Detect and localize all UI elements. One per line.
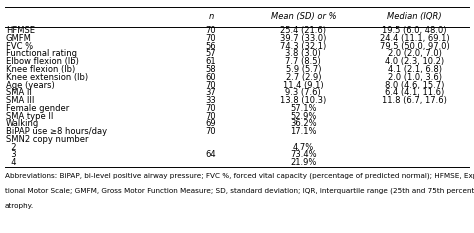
Text: Female gender: Female gender (6, 104, 69, 113)
Text: 57: 57 (206, 49, 216, 58)
Text: 70: 70 (206, 26, 216, 35)
Text: 73.4%: 73.4% (290, 151, 317, 159)
Text: 25.4 (21.6): 25.4 (21.6) (280, 26, 327, 35)
Text: 58: 58 (206, 65, 216, 74)
Text: 5.9 (5.7): 5.9 (5.7) (286, 65, 321, 74)
Text: 37: 37 (206, 88, 216, 97)
Text: Mean (SD) or %: Mean (SD) or % (271, 12, 336, 21)
Text: 2.0 (1.0, 3.6): 2.0 (1.0, 3.6) (388, 73, 442, 82)
Text: 4.1 (2.1, 6.8): 4.1 (2.1, 6.8) (388, 65, 442, 74)
Text: 24.4 (11.1, 69.1): 24.4 (11.1, 69.1) (380, 34, 449, 43)
Text: 2.7 (2.9): 2.7 (2.9) (286, 73, 321, 82)
Text: 17.1%: 17.1% (290, 127, 317, 136)
Text: 79.5 (50.0, 97.0): 79.5 (50.0, 97.0) (380, 42, 450, 51)
Text: SMA III: SMA III (6, 96, 34, 105)
Text: 11.8 (6.7, 17.6): 11.8 (6.7, 17.6) (383, 96, 447, 105)
Text: HFMSE: HFMSE (6, 26, 35, 35)
Text: 3: 3 (6, 151, 16, 159)
Text: 2.0 (2.0, 7.0): 2.0 (2.0, 7.0) (388, 49, 442, 58)
Text: 33: 33 (206, 96, 216, 105)
Text: 64: 64 (206, 151, 216, 159)
Text: 11.4 (9.1): 11.4 (9.1) (283, 81, 324, 89)
Text: 3.8 (3.0): 3.8 (3.0) (285, 49, 321, 58)
Text: 21.9%: 21.9% (290, 158, 317, 167)
Text: 70: 70 (206, 104, 216, 113)
Text: 6.4 (4.1, 11.6): 6.4 (4.1, 11.6) (385, 88, 444, 97)
Text: n: n (208, 12, 214, 21)
Text: 8.0 (4.6, 15.7): 8.0 (4.6, 15.7) (385, 81, 445, 89)
Text: 69: 69 (206, 119, 216, 128)
Text: 70: 70 (206, 112, 216, 121)
Text: SMA type II: SMA type II (6, 112, 53, 121)
Text: FVC %: FVC % (6, 42, 33, 51)
Text: 13.8 (10.3): 13.8 (10.3) (280, 96, 327, 105)
Text: 4.0 (2.3, 10.2): 4.0 (2.3, 10.2) (385, 57, 444, 66)
Text: 4: 4 (6, 158, 16, 167)
Text: Elbow flexion (lb): Elbow flexion (lb) (6, 57, 79, 66)
Text: 61: 61 (206, 57, 216, 66)
Text: 57.1%: 57.1% (290, 104, 317, 113)
Text: 70: 70 (206, 81, 216, 89)
Text: 19.5 (6.0, 48.0): 19.5 (6.0, 48.0) (383, 26, 447, 35)
Text: Median (IQR): Median (IQR) (387, 12, 442, 21)
Text: 60: 60 (206, 73, 216, 82)
Text: atrophy.: atrophy. (5, 203, 34, 209)
Text: Abbreviations: BiPAP, bi-level positive airway pressure; FVC %, forced vital cap: Abbreviations: BiPAP, bi-level positive … (5, 172, 474, 179)
Text: 74.3 (32.1): 74.3 (32.1) (280, 42, 327, 51)
Text: tional Motor Scale; GMFM, Gross Motor Function Measure; SD, standard deviation; : tional Motor Scale; GMFM, Gross Motor Fu… (5, 188, 474, 194)
Text: SMA II: SMA II (6, 88, 32, 97)
Text: Functional rating: Functional rating (6, 49, 77, 58)
Text: SMN2 copy number: SMN2 copy number (6, 135, 88, 144)
Text: 2: 2 (6, 143, 16, 152)
Text: 7.7 (8.5): 7.7 (8.5) (285, 57, 321, 66)
Text: 70: 70 (206, 127, 216, 136)
Text: Age (years): Age (years) (6, 81, 55, 89)
Text: 52.9%: 52.9% (290, 112, 317, 121)
Text: Knee flexion (lb): Knee flexion (lb) (6, 65, 75, 74)
Text: 9.3 (7.6): 9.3 (7.6) (285, 88, 321, 97)
Text: BiPAP use ≥8 hours/day: BiPAP use ≥8 hours/day (6, 127, 107, 136)
Text: Knee extension (lb): Knee extension (lb) (6, 73, 88, 82)
Text: Walking: Walking (6, 119, 39, 128)
Text: 4.7%: 4.7% (293, 143, 314, 152)
Text: 56: 56 (206, 42, 216, 51)
Text: 36.2%: 36.2% (290, 119, 317, 128)
Text: 39.7 (33.0): 39.7 (33.0) (280, 34, 327, 43)
Text: 70: 70 (206, 34, 216, 43)
Text: GMFM: GMFM (6, 34, 32, 43)
